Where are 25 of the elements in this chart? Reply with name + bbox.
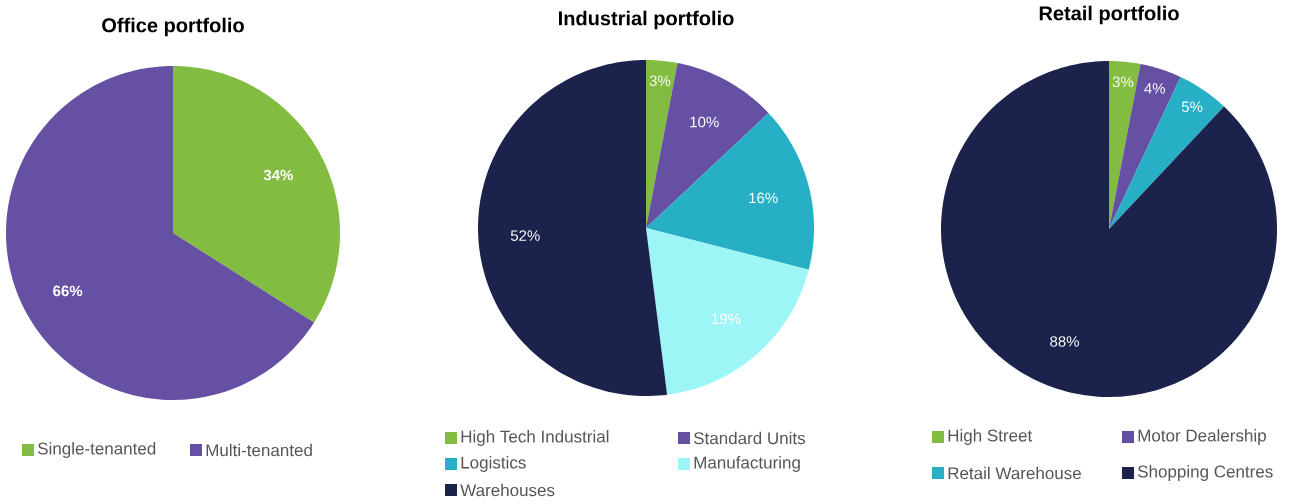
data-label: 5%	[1181, 101, 1203, 112]
chart-title: Industrial portfolio	[559, 10, 734, 30]
legend-label: High Tech Industrial	[461, 430, 609, 446]
data-label: 3%	[1112, 76, 1134, 88]
data-label: 4%	[1144, 83, 1165, 94]
legend-label: Warehouses	[460, 483, 555, 497]
legend-label: Multi-tenanted	[206, 443, 312, 457]
legend-label: Single-tenanted	[37, 442, 156, 458]
data-label: 88%	[1050, 336, 1079, 347]
chart-title: Office portfolio	[102, 17, 244, 37]
data-label: 10%	[690, 116, 719, 128]
legend-label: High Street	[948, 429, 1033, 445]
data-label: 3%	[649, 75, 671, 87]
legend-label: Manufacturing	[694, 456, 800, 472]
data-label: 34%	[263, 169, 293, 181]
legend-label: Retail Warehouse	[948, 466, 1081, 480]
data-label: 19%	[712, 313, 741, 325]
legend-label: Shopping Centres	[1137, 465, 1273, 481]
data-label: 66%	[53, 285, 83, 297]
legend-label: Logistics	[461, 456, 526, 472]
data-label: 16%	[749, 192, 778, 204]
legend-label: Motor Dealership	[1138, 429, 1266, 445]
data-label: 52%	[510, 230, 540, 241]
legend-label: Standard Units	[693, 431, 806, 445]
chart-title: Retail portfolio	[1039, 5, 1179, 25]
